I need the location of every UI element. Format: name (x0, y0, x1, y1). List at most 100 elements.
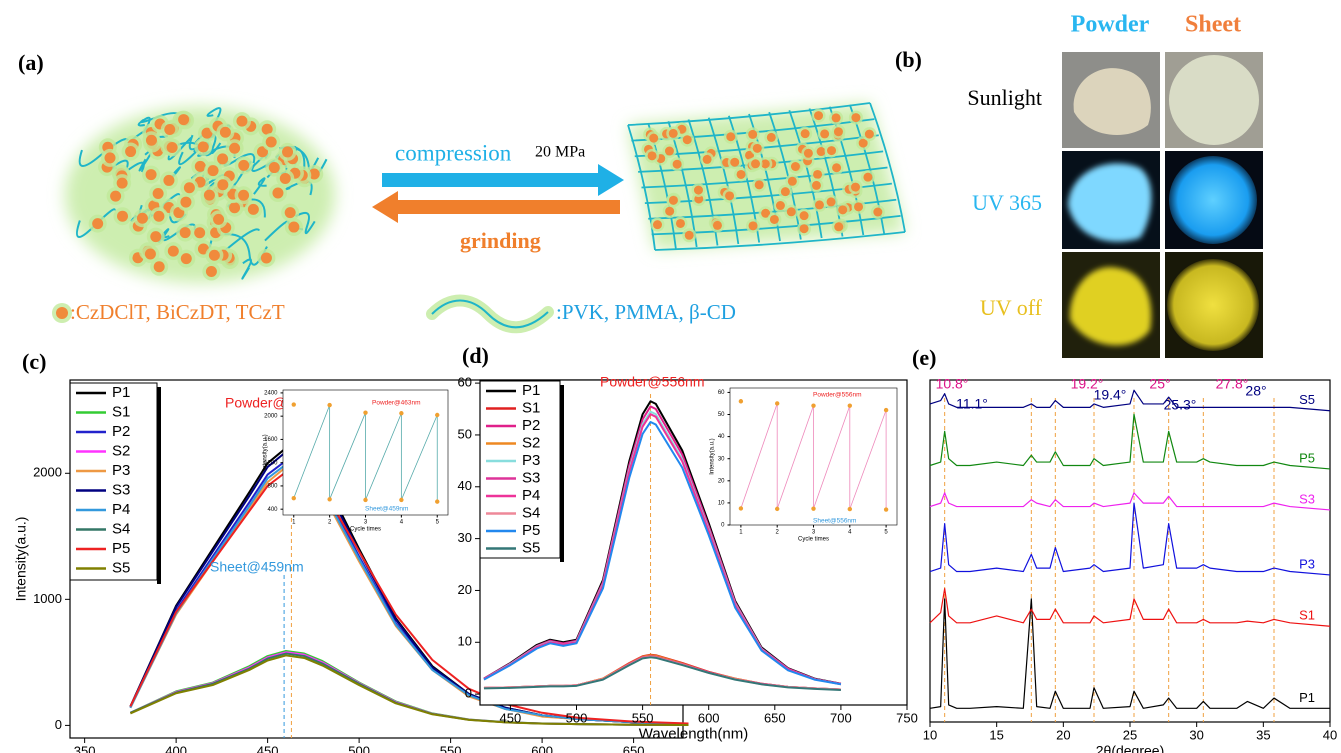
x-tick-label: 500 (348, 744, 370, 753)
chain (654, 231, 906, 251)
x-tick-label: 400 (165, 744, 187, 753)
panel-label: (c) (22, 349, 46, 374)
arrow-forward (382, 173, 600, 187)
x-tick-label: 700 (830, 711, 852, 726)
legend-label: S4 (112, 520, 130, 537)
x-tick-label: 15 (989, 728, 1003, 743)
row-label: UV off (980, 295, 1043, 320)
x-axis-label: Wavelength(nm) (639, 726, 748, 743)
dot (92, 218, 104, 230)
y-tick-label: 60 (458, 375, 472, 390)
y-tick-label: 40 (718, 434, 725, 440)
dot (256, 146, 268, 158)
dot (730, 157, 740, 167)
annotation: Sheet@459nm (210, 559, 304, 575)
dot (110, 190, 122, 202)
dot (219, 126, 231, 138)
sheet (1167, 259, 1259, 351)
dot (831, 113, 841, 123)
legend-label: P3 (112, 462, 130, 479)
legend-label: S2 (522, 434, 540, 451)
dot (104, 152, 116, 164)
y-tick-label: 400 (267, 507, 278, 513)
dot (167, 245, 179, 257)
y-tick-label: 0 (721, 523, 725, 529)
x-tick-label: 500 (566, 711, 588, 726)
point (399, 411, 404, 416)
photos: (b) Powder Sheet Sunlight UV 365 UV off (895, 12, 1263, 358)
dot (284, 207, 296, 219)
x-tick-label: 450 (257, 744, 279, 753)
chart: 1 2 3 4 5 400 800 1200 1600 2000 2400 Cycle times In… (263, 389, 449, 532)
legend-label: S5 (522, 539, 540, 556)
dot (814, 200, 824, 210)
y-tick-label: 20 (458, 582, 472, 597)
y-tick-label: 0 (465, 686, 472, 701)
dot (208, 249, 220, 261)
dot (745, 150, 755, 160)
x-tick-label: 4 (400, 519, 404, 525)
legend-label: S1 (522, 399, 540, 416)
dot (760, 159, 770, 169)
dot (268, 162, 280, 174)
y-tick-label: 1600 (264, 437, 278, 443)
legend-label: P5 (522, 522, 540, 539)
series-label: S3 (1299, 491, 1315, 506)
legend-label: P5 (112, 540, 130, 557)
loose-network (76, 107, 328, 281)
y-tick-label: 20 (718, 478, 725, 484)
dot (813, 169, 823, 179)
annotation: 25° (1149, 376, 1170, 392)
dot (668, 128, 678, 138)
x-axis-label: Cycle times (798, 536, 829, 542)
legend-label: P2 (112, 423, 130, 440)
dot (748, 129, 758, 139)
dot (308, 168, 320, 180)
dot (751, 159, 761, 169)
chain (253, 177, 267, 195)
cycle-connector (813, 405, 851, 509)
dot (153, 210, 165, 222)
panel-label: (d) (462, 343, 489, 368)
dot (672, 159, 682, 169)
dot (712, 220, 722, 230)
annotation: 28° (1245, 383, 1266, 399)
series-line (929, 492, 1331, 511)
dot (664, 146, 674, 156)
dot (814, 111, 824, 121)
y-tick-label: 50 (718, 412, 725, 418)
dot (799, 224, 809, 234)
legend-label: P2 (522, 417, 540, 434)
point (847, 506, 853, 512)
legend-label: S1 (112, 403, 130, 420)
dot (725, 191, 735, 201)
dot-legend: :CzDClT, BiCzDT, TCzT (70, 300, 285, 324)
x-tick-label: 3 (812, 529, 816, 535)
x-tick-label: 30 (1189, 728, 1203, 743)
cycle-connector (849, 409, 887, 510)
dot (164, 124, 176, 136)
dot (790, 161, 800, 171)
x-tick-label: 650 (764, 711, 786, 726)
point (811, 403, 816, 408)
dot (166, 141, 178, 153)
chart: (e) 10 15 20 25 30 35 40 2θ(degree) P1 S1 P3 S3 P5 S5 1… (912, 345, 1337, 753)
dot (117, 210, 129, 222)
point (291, 402, 296, 407)
x-tick-label: 35 (1256, 728, 1270, 743)
dot (213, 213, 225, 225)
legend-label: P1 (112, 384, 130, 401)
series-line (929, 389, 1331, 412)
dot (288, 221, 300, 233)
x-tick-label: 350 (74, 744, 96, 753)
dot (832, 163, 842, 173)
dot (194, 227, 206, 239)
forward-label: compression (395, 140, 512, 165)
legend-shadow (157, 387, 161, 584)
dot (826, 197, 836, 207)
x-tick-label: 600 (531, 744, 553, 753)
annotation: 19.2° (1071, 376, 1104, 392)
dot (197, 141, 209, 153)
point (435, 499, 440, 504)
dot (833, 127, 843, 137)
